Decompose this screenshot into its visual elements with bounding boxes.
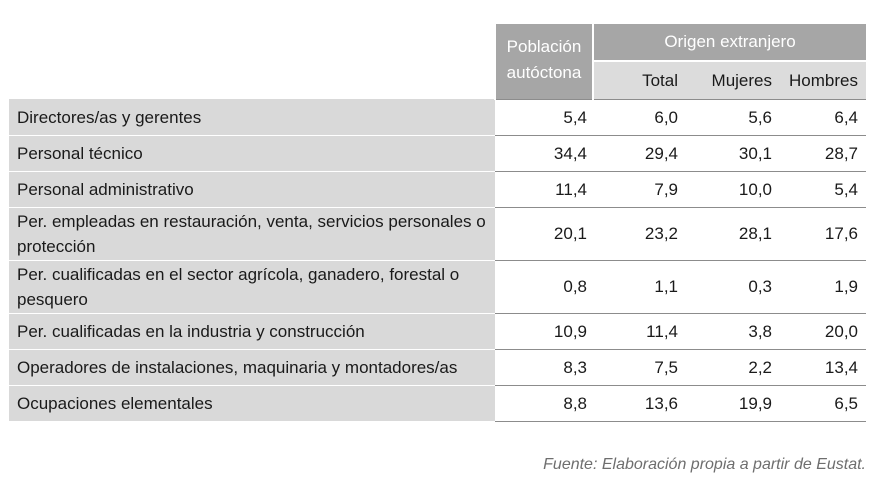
row-label: Operadores de instalaciones, maquinaria … [9, 349, 495, 386]
cell-total: 6,0 [593, 99, 686, 136]
cell-total: 1,1 [593, 260, 686, 314]
cell-hombres: 1,9 [780, 260, 866, 314]
cell-mujeres: 10,0 [686, 171, 780, 208]
cell-total: 7,9 [593, 171, 686, 208]
cell-hombres: 20,0 [780, 313, 866, 350]
cell-poblacion: 8,3 [495, 349, 593, 386]
table-row: Personal técnico 34,4 29,4 30,1 28,7 [9, 135, 866, 172]
cell-total: 23,2 [593, 207, 686, 261]
header-total: Total [592, 60, 686, 100]
cell-hombres: 6,5 [780, 385, 866, 422]
cell-hombres: 13,4 [780, 349, 866, 386]
table-row: Per. cualificadas en la industria y cons… [9, 313, 866, 350]
cell-poblacion: 0,8 [495, 260, 593, 314]
cell-total: 7,5 [593, 349, 686, 386]
cell-poblacion: 8,8 [495, 385, 593, 422]
row-label: Personal técnico [9, 135, 495, 172]
header-mujeres: Mujeres [686, 60, 780, 100]
cell-mujeres: 5,6 [686, 99, 780, 136]
header-blank [9, 24, 495, 61]
cell-hombres: 17,6 [780, 207, 866, 261]
table-row: Operadores de instalaciones, maquinaria … [9, 349, 866, 386]
table-row: Per. cualificadas en el sector agrícola,… [9, 260, 866, 314]
cell-total: 11,4 [593, 313, 686, 350]
cell-poblacion: 11,4 [495, 171, 593, 208]
cell-total: 13,6 [593, 385, 686, 422]
cell-mujeres: 0,3 [686, 260, 780, 314]
row-label: Per. empleadas en restauración, venta, s… [9, 207, 495, 261]
cell-mujeres: 28,1 [686, 207, 780, 261]
cell-poblacion: 34,4 [495, 135, 593, 172]
source-note: Fuente: Elaboración propia a partir de E… [543, 456, 866, 473]
header-blank-2 [9, 61, 495, 100]
cell-poblacion: 20,1 [495, 207, 593, 261]
cell-poblacion: 5,4 [495, 99, 593, 136]
cell-hombres: 6,4 [780, 99, 866, 136]
table-row: Personal administrativo 11,4 7,9 10,0 5,… [9, 171, 866, 208]
table-row: Ocupaciones elementales 8,8 13,6 19,9 6,… [9, 385, 866, 422]
table-row: Per. empleadas en restauración, venta, s… [9, 207, 866, 261]
cell-mujeres: 19,9 [686, 385, 780, 422]
row-label: Personal administrativo [9, 171, 495, 208]
table-row: Directores/as y gerentes 5,4 6,0 5,6 6,4 [9, 99, 866, 136]
row-label: Per. cualificadas en el sector agrícola,… [9, 260, 495, 314]
cell-mujeres: 2,2 [686, 349, 780, 386]
row-label: Per. cualificadas en la industria y cons… [9, 313, 495, 350]
header-origen-extranjero: Origen extranjero [592, 24, 866, 61]
header-hombres: Hombres [780, 60, 866, 100]
row-label: Ocupaciones elementales [9, 385, 495, 422]
row-label: Directores/as y gerentes [9, 99, 495, 136]
cell-hombres: 28,7 [780, 135, 866, 172]
cell-poblacion: 10,9 [495, 313, 593, 350]
occupation-table: Población autóctona Origen extranjero To… [9, 24, 866, 422]
header-poblacion-autoctona: Población autóctona [494, 24, 593, 100]
cell-mujeres: 30,1 [686, 135, 780, 172]
cell-hombres: 5,4 [780, 171, 866, 208]
cell-mujeres: 3,8 [686, 313, 780, 350]
cell-total: 29,4 [593, 135, 686, 172]
